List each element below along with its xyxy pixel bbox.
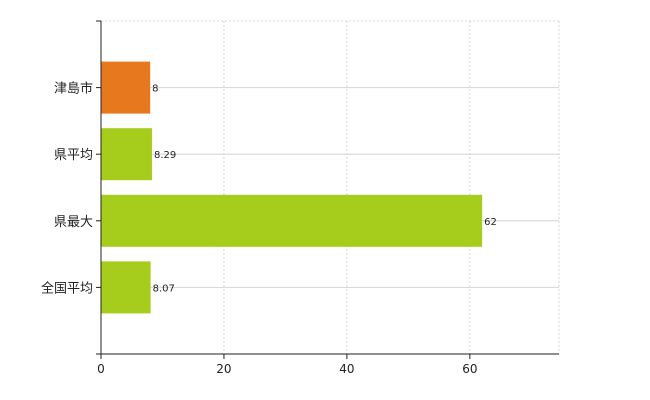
bar [101,128,152,181]
bar [101,261,151,314]
category-label: 県最大 [54,215,93,230]
data-label: 62 [484,217,497,228]
axes [96,20,559,359]
category-label: 県平均 [54,148,93,163]
data-label: 8.29 [154,150,176,161]
data-label: 8.07 [153,283,175,294]
x-tick-label: 20 [216,362,231,376]
x-tick-label: 40 [339,362,354,376]
x-tick-label: 0 [97,362,105,376]
category-label: 津島市 [54,81,93,97]
category-label: 全国平均 [41,280,93,296]
data-label: 8 [152,84,158,95]
x-tick-label: 60 [462,362,477,376]
bars [101,61,483,314]
bar [101,61,151,114]
bar [101,194,483,247]
grid-lines [101,20,560,354]
